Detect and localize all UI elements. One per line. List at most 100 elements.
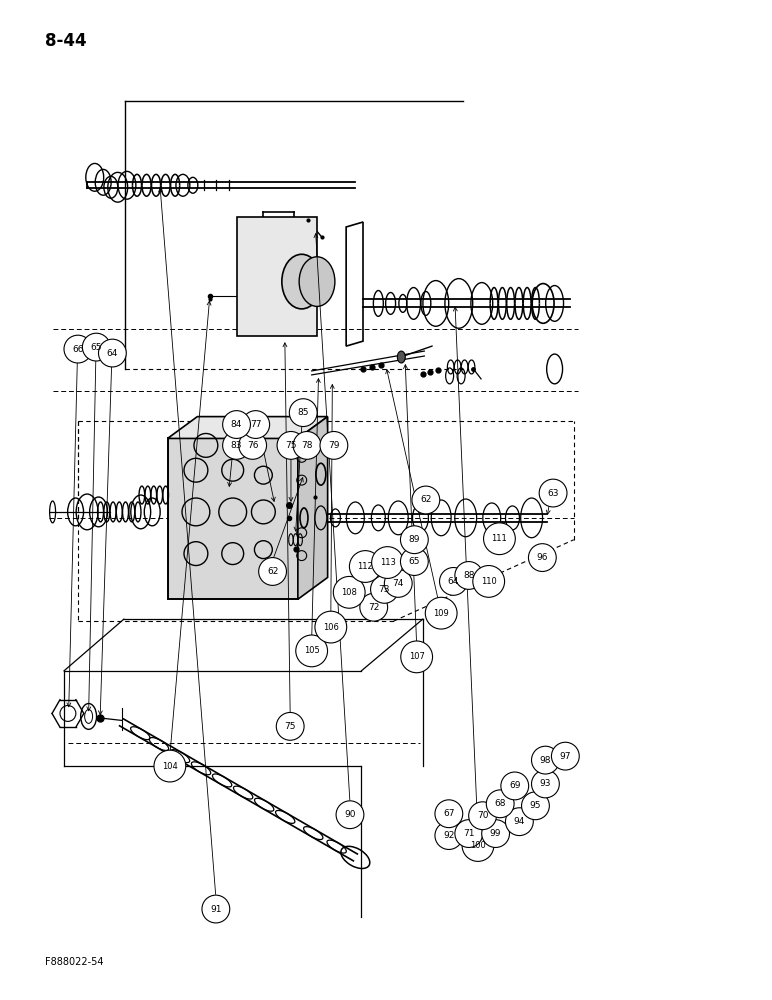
Circle shape	[202, 895, 230, 923]
Circle shape	[469, 802, 496, 830]
Text: 77: 77	[250, 420, 262, 429]
Text: 64: 64	[107, 349, 118, 358]
Text: 99: 99	[490, 829, 501, 838]
Text: 68: 68	[494, 799, 506, 808]
Circle shape	[320, 431, 347, 459]
Circle shape	[293, 431, 321, 459]
Text: 104: 104	[162, 762, 178, 771]
Text: 83: 83	[231, 441, 242, 450]
Circle shape	[482, 820, 510, 847]
Circle shape	[371, 575, 398, 603]
Text: 105: 105	[303, 646, 320, 655]
Text: 84: 84	[231, 420, 242, 429]
Circle shape	[239, 431, 266, 459]
Text: 110: 110	[481, 577, 496, 586]
Circle shape	[350, 551, 381, 582]
Circle shape	[486, 790, 514, 818]
Text: 63: 63	[547, 489, 559, 498]
Circle shape	[412, 486, 440, 514]
Text: 89: 89	[408, 535, 420, 544]
Text: 95: 95	[530, 801, 541, 810]
Text: 71: 71	[463, 829, 475, 838]
Text: 100: 100	[470, 841, 486, 850]
Circle shape	[539, 479, 567, 507]
Text: 106: 106	[323, 623, 339, 632]
Text: 65: 65	[90, 343, 102, 352]
Circle shape	[462, 830, 494, 861]
Circle shape	[371, 547, 404, 578]
Text: 64: 64	[448, 577, 459, 586]
Circle shape	[276, 712, 304, 740]
Circle shape	[551, 742, 579, 770]
Ellipse shape	[398, 351, 405, 363]
Circle shape	[506, 808, 533, 836]
Circle shape	[531, 770, 560, 798]
Circle shape	[455, 820, 482, 847]
Text: 75: 75	[285, 441, 296, 450]
Circle shape	[455, 562, 482, 589]
Circle shape	[242, 411, 269, 438]
Circle shape	[483, 523, 516, 555]
Circle shape	[531, 746, 560, 774]
Text: 65: 65	[408, 557, 420, 566]
Text: 112: 112	[357, 562, 373, 571]
Circle shape	[384, 569, 412, 597]
Circle shape	[522, 792, 550, 820]
Circle shape	[401, 548, 428, 575]
Text: 94: 94	[513, 817, 525, 826]
Circle shape	[259, 558, 286, 585]
Text: 107: 107	[408, 652, 425, 661]
Circle shape	[315, 611, 347, 643]
Circle shape	[222, 411, 250, 438]
Text: 92: 92	[443, 831, 455, 840]
Text: 93: 93	[540, 779, 551, 788]
Circle shape	[290, 399, 317, 427]
Text: 74: 74	[393, 579, 404, 588]
Text: 70: 70	[477, 811, 489, 820]
Text: 90: 90	[344, 810, 356, 819]
Ellipse shape	[299, 257, 335, 306]
Text: 98: 98	[540, 756, 551, 765]
Text: 62: 62	[420, 495, 432, 504]
Polygon shape	[168, 417, 327, 438]
Text: 96: 96	[537, 553, 548, 562]
Text: 76: 76	[247, 441, 259, 450]
Ellipse shape	[282, 254, 322, 309]
Text: 109: 109	[433, 609, 449, 618]
Circle shape	[472, 566, 505, 597]
Circle shape	[222, 431, 250, 459]
Circle shape	[529, 544, 557, 571]
Text: 111: 111	[492, 534, 507, 543]
Text: 97: 97	[560, 752, 571, 761]
Circle shape	[401, 526, 428, 554]
Text: 62: 62	[267, 567, 278, 576]
FancyBboxPatch shape	[168, 438, 298, 599]
Text: 69: 69	[509, 781, 520, 790]
Text: 72: 72	[368, 603, 379, 612]
Circle shape	[336, 801, 364, 829]
Circle shape	[83, 333, 110, 361]
Text: 66: 66	[72, 345, 83, 354]
Text: F888022-54: F888022-54	[45, 957, 103, 967]
Text: 73: 73	[379, 585, 390, 594]
Text: 75: 75	[284, 722, 296, 731]
Circle shape	[435, 822, 462, 849]
Circle shape	[501, 772, 529, 800]
Text: 91: 91	[210, 905, 222, 914]
Text: 88: 88	[463, 571, 475, 580]
Circle shape	[334, 576, 365, 608]
Text: 108: 108	[341, 588, 357, 597]
Circle shape	[435, 800, 462, 828]
Polygon shape	[298, 417, 327, 599]
Polygon shape	[236, 217, 317, 336]
Text: 85: 85	[297, 408, 309, 417]
Text: 67: 67	[443, 809, 455, 818]
Circle shape	[425, 597, 457, 629]
Circle shape	[360, 593, 388, 621]
Text: 8-44: 8-44	[45, 32, 86, 50]
Circle shape	[64, 335, 92, 363]
Circle shape	[296, 635, 327, 667]
Text: 113: 113	[380, 558, 395, 567]
Text: 78: 78	[301, 441, 313, 450]
Circle shape	[277, 431, 305, 459]
